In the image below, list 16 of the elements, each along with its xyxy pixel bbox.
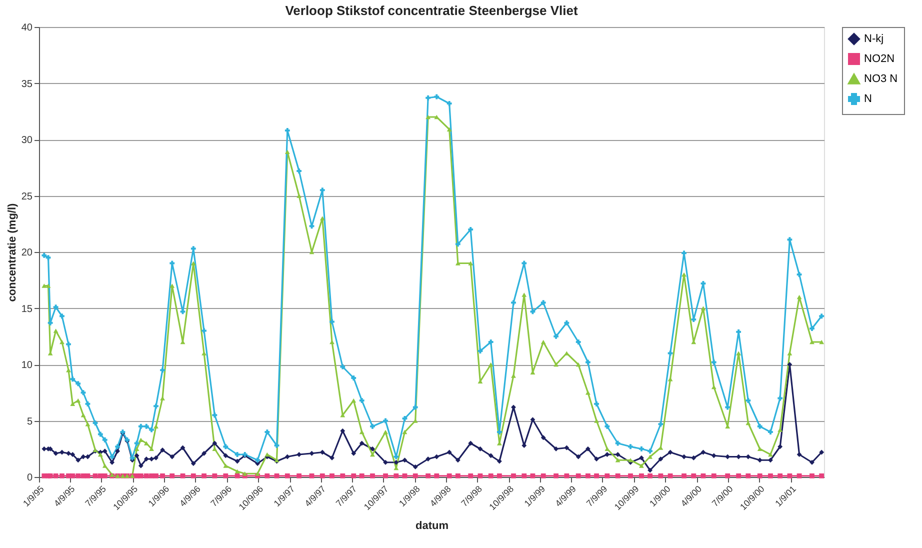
legend-label: N	[864, 93, 872, 105]
chart-title: Verloop Stikstof concentratie Steenbergse Vliet	[285, 3, 578, 18]
legend-label: N-kj	[864, 33, 884, 45]
y-tick-label: 15	[21, 304, 33, 315]
y-axis-title: concentratie (mg/l)	[6, 202, 18, 302]
y-tick-label: 0	[26, 472, 33, 484]
y-tick-label: 20	[21, 248, 33, 258]
y-tick-label: 25	[21, 191, 33, 202]
y-tick-label: 5	[26, 416, 33, 428]
x-axis-title: datum	[416, 520, 449, 532]
y-tick-label: 40	[21, 22, 33, 34]
legend-label: NO2N	[864, 53, 895, 65]
legend-label: NO3 N	[864, 73, 898, 85]
y-tick-label: 30	[21, 135, 33, 146]
y-tick-label: 35	[21, 78, 33, 90]
y-tick-label: 10	[21, 360, 33, 371]
